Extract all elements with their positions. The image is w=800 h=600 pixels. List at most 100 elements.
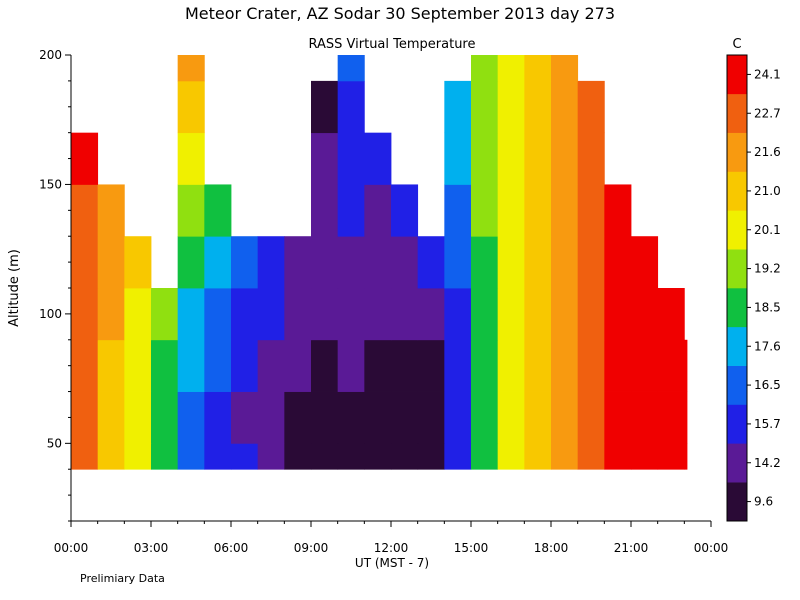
heatmap-cell [231, 391, 259, 444]
heatmap-cell [577, 288, 605, 341]
colorbar-label: 24.1 [754, 67, 781, 81]
heatmap-cell [257, 288, 285, 341]
heatmap-cell [337, 443, 365, 470]
heatmap-cell [604, 391, 632, 444]
heatmap-cell [604, 339, 632, 392]
heatmap-cell [311, 184, 339, 237]
heatmap-cell [577, 391, 605, 444]
heatmap-cell [257, 236, 285, 289]
colorbar-swatch [727, 365, 747, 405]
heatmap-cell [124, 339, 152, 392]
x-tick-label: 03:00 [134, 541, 169, 555]
heatmap-cell [311, 443, 339, 470]
heatmap-cell [364, 339, 392, 392]
colorbar-label: 14.2 [754, 456, 781, 470]
chart-subtitle: RASS Virtual Temperature [309, 37, 476, 52]
heatmap-cell [124, 288, 152, 341]
heatmap-cell [177, 339, 205, 392]
heatmap-cell [551, 80, 579, 134]
heatmap-cell [577, 184, 605, 237]
colorbar-label: 20.1 [754, 223, 781, 237]
heatmap-cell [471, 288, 499, 341]
heatmap-cell [497, 55, 525, 82]
x-tick-label: 00:00 [54, 541, 89, 555]
heatmap-cell [204, 443, 232, 470]
heatmap-cell [337, 236, 365, 289]
heatmap-cell [71, 443, 99, 470]
heatmap-cell [497, 391, 525, 444]
heatmap-cell [204, 288, 232, 341]
colorbar-swatch [727, 93, 747, 133]
y-tick-label: 50 [47, 436, 62, 450]
heatmap-cell [631, 391, 659, 444]
heatmap-cell [337, 55, 365, 82]
heatmap-cell [311, 132, 339, 185]
heatmap-cell [657, 391, 685, 444]
heatmap-cell [604, 236, 632, 289]
heatmap-cell [417, 339, 445, 392]
heatmap-cell [391, 236, 419, 289]
y-tick-label: 100 [39, 307, 62, 321]
heatmap-cell [284, 443, 312, 470]
x-axis-label: UT (MST - 7) [355, 556, 429, 570]
y-tick-label: 200 [39, 48, 62, 62]
heatmap-cell [444, 288, 472, 341]
heatmap-cell [417, 236, 445, 289]
colorbar-label: 21.0 [754, 184, 781, 198]
heatmap-cell [337, 184, 365, 237]
heatmap-cell [444, 339, 472, 392]
heatmap-cell [604, 184, 632, 237]
x-tick-label: 09:00 [294, 541, 329, 555]
plot-area [71, 55, 688, 470]
heatmap-cell [657, 288, 685, 341]
heatmap-cell [337, 80, 365, 134]
heatmap-cell [177, 132, 205, 185]
heatmap-cell [497, 80, 525, 134]
heatmap-cell [257, 391, 285, 444]
heatmap-cell [124, 443, 152, 470]
heatmap-cell [551, 236, 579, 289]
heatmap-cell [497, 339, 525, 392]
heatmap-cell [471, 132, 499, 185]
heatmap-cell [71, 288, 99, 341]
heatmap-cell [364, 132, 392, 185]
heatmap-cell [471, 339, 499, 392]
heatmap-cell [551, 55, 579, 82]
heatmap-cell [364, 184, 392, 237]
heatmap-cell [177, 80, 205, 134]
heatmap-cell [177, 236, 205, 289]
heatmap-cell [284, 339, 312, 392]
colorbar-swatch [727, 171, 747, 211]
heatmap-cell [524, 184, 552, 237]
heatmap-cell [337, 288, 365, 341]
heatmap-cell [551, 132, 579, 185]
heatmap-cell [151, 339, 179, 392]
x-tick-label: 06:00 [214, 541, 249, 555]
heatmap-cell [284, 391, 312, 444]
y-axis-ticks: 50 100 150 200 [39, 48, 71, 522]
x-tick-label: 21:00 [614, 541, 649, 555]
heatmap-cell [471, 55, 499, 82]
heatmap-cell [231, 288, 259, 341]
heatmap-cell [444, 236, 472, 289]
colorbar-swatch [727, 55, 747, 95]
heatmap-cell [364, 391, 392, 444]
heatmap-cell [577, 443, 605, 470]
heatmap-cell [391, 443, 419, 470]
y-axis-label: Altitude (m) [7, 249, 22, 327]
colorbar-swatch [727, 326, 747, 366]
heatmap-cell [391, 339, 419, 392]
heatmap-cell [151, 288, 179, 341]
heatmap-cell [524, 443, 552, 470]
heatmap-cell [471, 443, 499, 470]
heatmap-cell [631, 236, 659, 289]
colorbar: 9.6 14.2 15.7 16.5 17.6 18.5 19.2 20.1 21.0 21.6 2… [726, 54, 781, 522]
colorbar-swatch [727, 404, 747, 444]
x-tick-label: 18:00 [534, 541, 569, 555]
heatmap-cell [577, 236, 605, 289]
heatmap-cell [204, 184, 232, 237]
heatmap-cell [551, 288, 579, 341]
heatmap-cell [204, 339, 232, 392]
heatmap-cell [284, 288, 312, 341]
heatmap-cell [471, 391, 499, 444]
